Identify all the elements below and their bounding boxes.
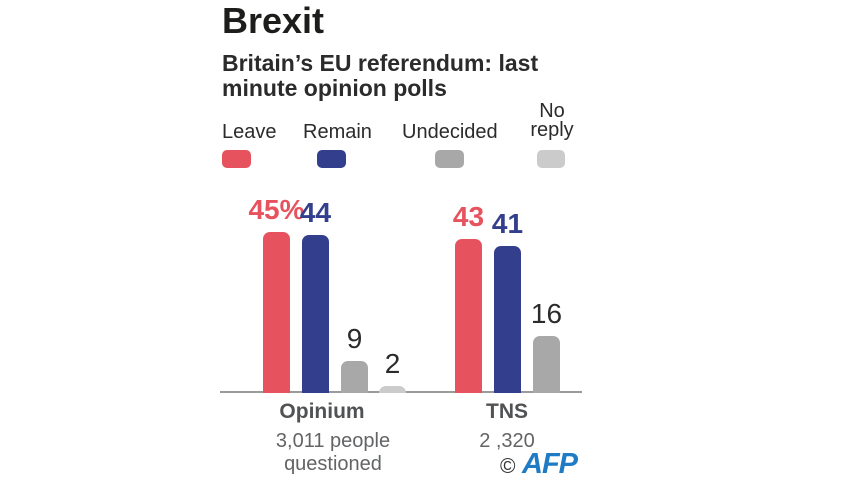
copyright-symbol: © — [500, 455, 516, 478]
chart-subtitle: Britain’s EU referendum: last minute opi… — [222, 50, 539, 101]
bar-tns-remain — [494, 246, 521, 393]
legend-swatch-no-reply — [537, 150, 565, 168]
group-label-tns: TNS — [486, 400, 528, 423]
legend-swatch-undecided — [435, 150, 464, 168]
page-title: Brexit — [222, 0, 325, 41]
bar-opinium-leave — [263, 232, 290, 393]
bar-value-tns-leave: 43 — [452, 201, 485, 232]
legend-label-undecided: Undecided — [402, 121, 498, 143]
legend-swatch-remain — [317, 150, 346, 168]
bar-opinium-undecided — [341, 361, 368, 393]
legend-label-leave: Leave — [222, 121, 277, 143]
legend-label-remain: Remain — [303, 121, 372, 143]
bar-tns-leave — [455, 239, 482, 393]
legend-label-no-reply: No reply — [530, 100, 574, 141]
group-label-opinium: Opinium — [279, 400, 365, 423]
bar-value-tns-remain: 41 — [491, 208, 524, 239]
bar-value-opinium-remain: 44 — [299, 197, 332, 228]
bar-opinium-remain — [302, 235, 329, 393]
group-note-tns: 2 ,320 — [479, 430, 535, 452]
bar-value-opinium-undecided: 9 — [346, 323, 363, 354]
afp-logo: AFP — [522, 448, 578, 480]
bar-tns-undecided — [533, 336, 560, 393]
group-note-opinium: 3,011 people questioned — [275, 430, 391, 475]
bar-opinium-no-reply — [379, 386, 406, 393]
legend-swatch-leave — [222, 150, 251, 168]
bar-value-tns-undecided: 16 — [530, 298, 563, 329]
bar-value-opinium-leave: 45% — [248, 194, 305, 225]
bar-value-opinium-no-reply: 2 — [384, 348, 401, 379]
